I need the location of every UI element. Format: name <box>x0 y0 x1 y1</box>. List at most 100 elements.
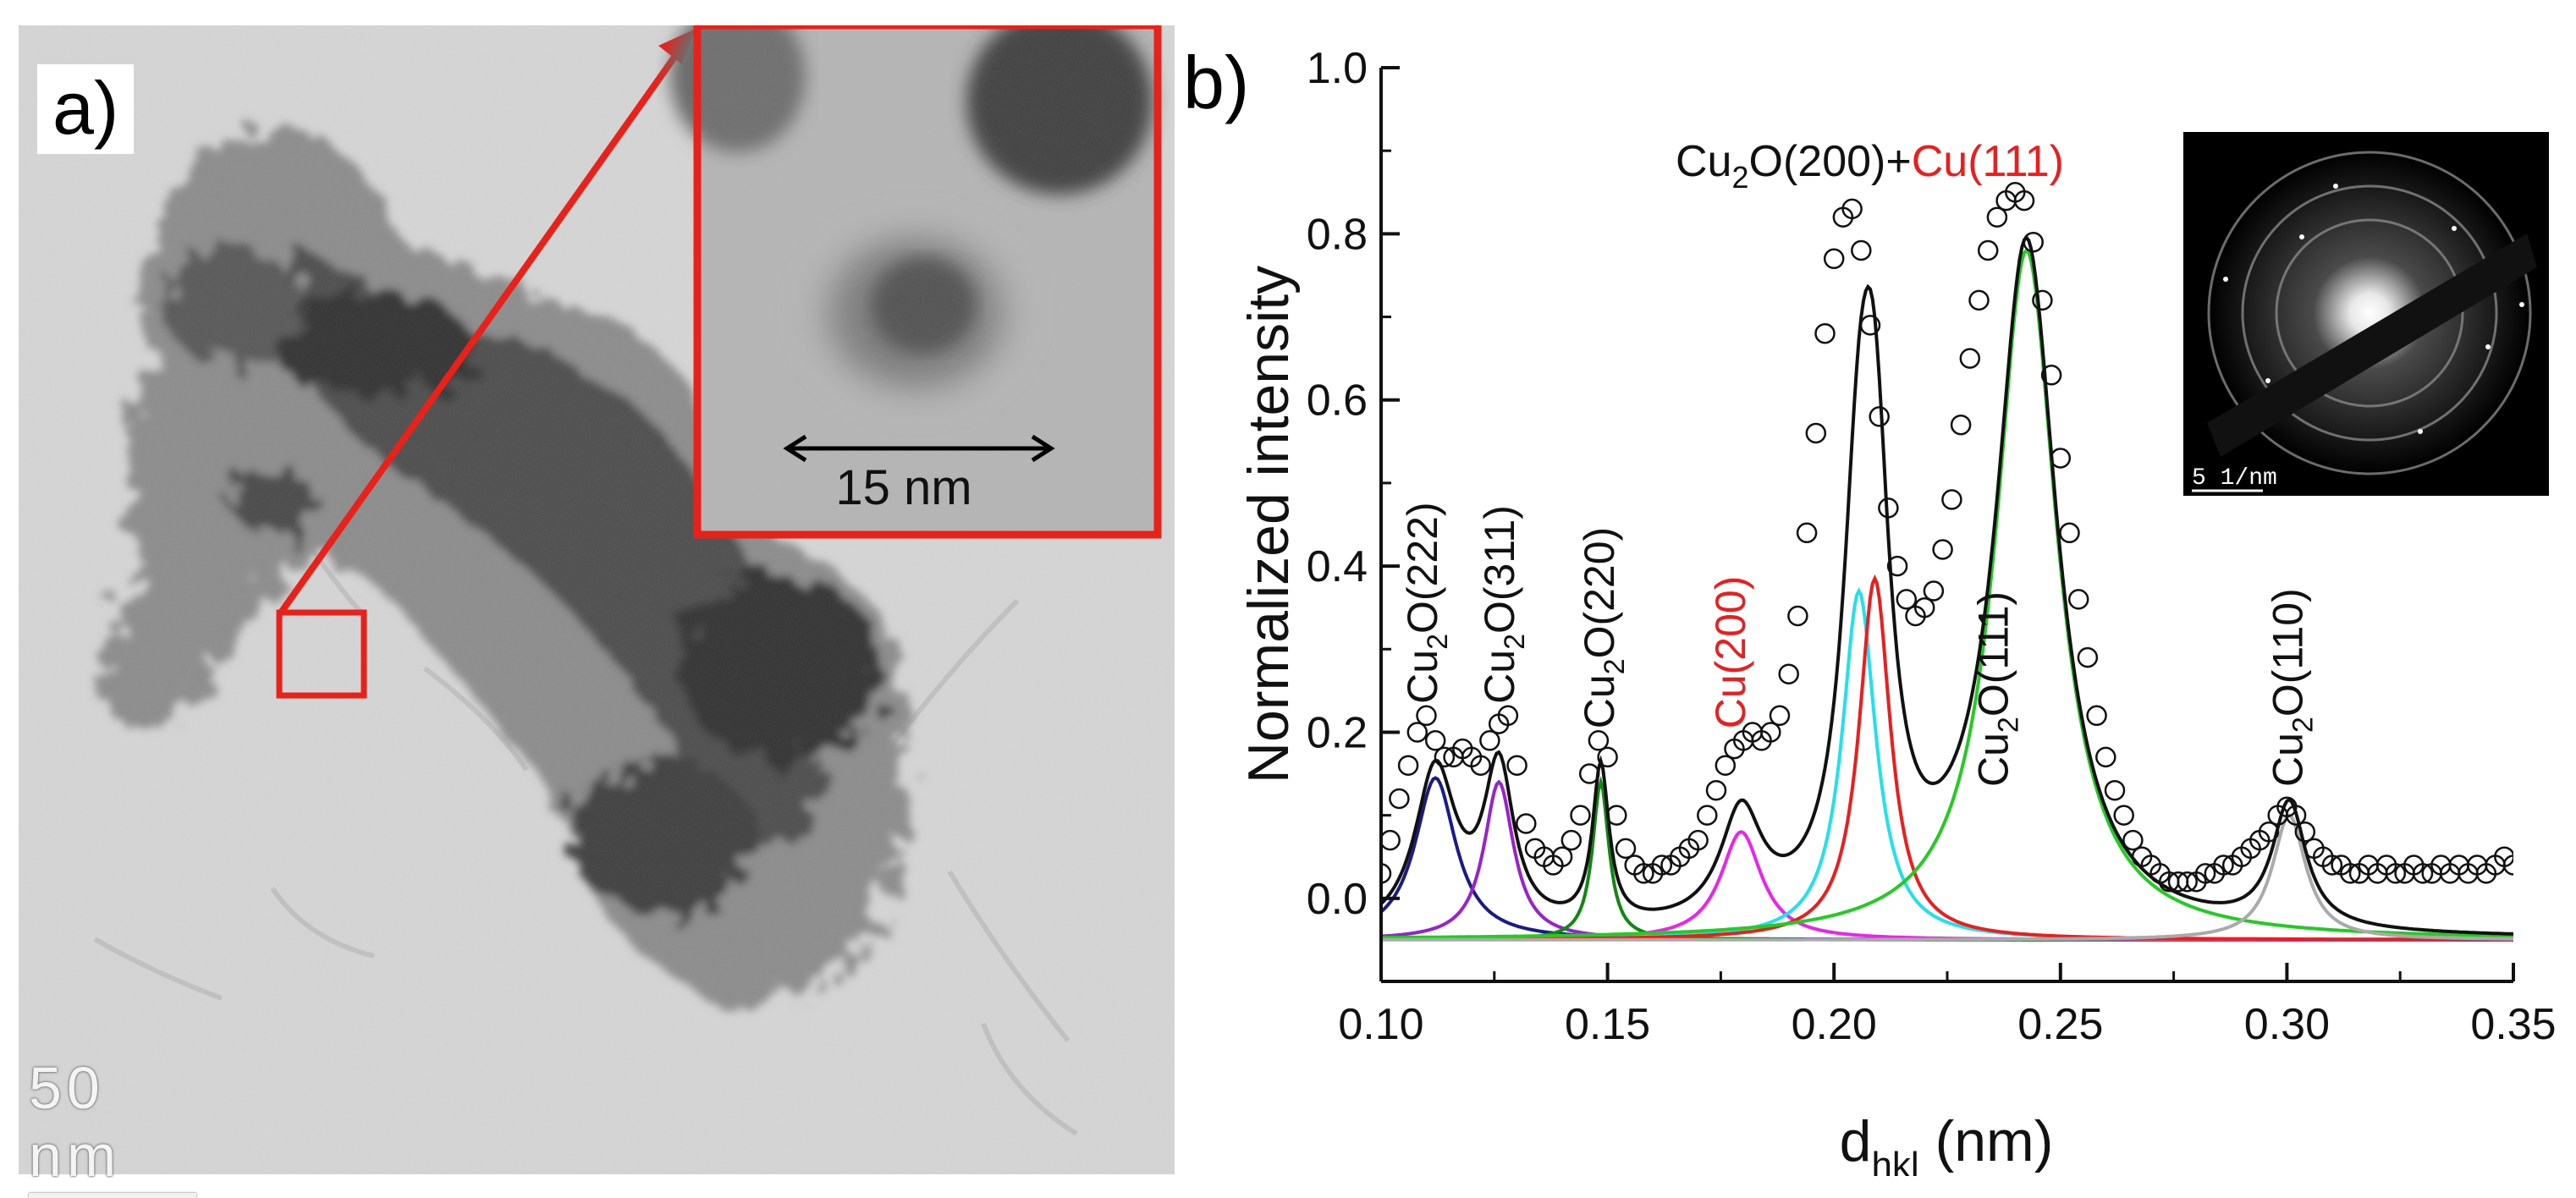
y-axis-title: Normalized intensity <box>1236 266 1301 783</box>
data-point <box>1416 705 1437 727</box>
saed-inset: 5 1/nm <box>2183 132 2549 496</box>
data-point <box>1516 813 1537 834</box>
data-point <box>1923 580 1945 602</box>
data-point <box>1570 805 1591 826</box>
data-point <box>2104 779 2126 801</box>
zoom-inset: 15 nm <box>670 25 1162 539</box>
data-point <box>2067 589 2089 610</box>
data-point <box>1606 805 1627 826</box>
data-point <box>1687 829 1709 851</box>
x-axis-title-unit: (nm) <box>1919 1109 2054 1173</box>
data-point <box>1950 414 1972 436</box>
data-point <box>1859 315 1881 336</box>
x-tick-label: 0.20 <box>1792 1000 1877 1049</box>
y-tick-label: 0.4 <box>1307 542 1368 591</box>
callout-arrow-line <box>278 41 687 615</box>
fit-sum-curve <box>1381 234 2513 936</box>
data-point <box>1869 406 1890 427</box>
data-point <box>2213 855 2234 876</box>
peak-label-cu2o-111: Cu2O(111) <box>1970 591 2025 787</box>
data-point <box>1760 722 1781 743</box>
peak-label-cu-200: Cu(200) <box>1707 576 1754 729</box>
data-point <box>1506 755 1527 776</box>
fit-sum <box>1381 234 2513 936</box>
data-point <box>1615 838 1637 860</box>
intensity-chart: 0.10 0.15 0.20 0.25 0.30 0.35 0.0 0.2 0.4 0.6 0.8 1… <box>1236 44 2557 1176</box>
y-tick-label: 1.0 <box>1307 44 1368 93</box>
top-label-cu: Cu <box>1676 137 1731 186</box>
x-axis-title-sub: hkl <box>1871 1145 1918 1176</box>
data-point <box>1896 589 1918 610</box>
data-point <box>2385 863 2407 884</box>
fit-components <box>1381 247 2513 942</box>
experimental-points <box>1381 182 2513 893</box>
y-tick-label: 0.8 <box>1307 210 1368 259</box>
data-point <box>1932 539 1953 560</box>
data-point <box>2059 522 2080 544</box>
component-curve-cu2o200 <box>1381 587 2513 942</box>
peak-label-cu2o-311: Cu2O(311) <box>1476 505 1531 704</box>
data-point <box>2502 855 2513 876</box>
component-curve-cu111 <box>1381 574 2513 942</box>
data-point <box>1814 322 1836 344</box>
tem-scale-label: 50 nm <box>29 1055 122 1189</box>
data-point <box>2340 863 2361 884</box>
data-point <box>1397 755 1419 776</box>
data-point <box>1968 289 1990 311</box>
data-point <box>1633 863 1654 884</box>
data-point <box>1381 863 1392 884</box>
data-point <box>2122 829 2144 851</box>
data-point <box>1823 248 1845 270</box>
panel-a-letter: a) <box>37 64 135 154</box>
x-tick-label: 0.35 <box>2470 1000 2556 1049</box>
data-point <box>2412 863 2434 884</box>
data-point <box>1769 705 1791 727</box>
beam-stop <box>2207 234 2537 457</box>
data-point <box>1651 855 1673 876</box>
top-peak-label: Cu2O(200)+Cu(111) <box>1676 137 2064 195</box>
data-point <box>1434 746 1456 768</box>
data-point <box>2077 646 2099 668</box>
tem-scale-line <box>29 1193 196 1198</box>
data-point <box>1479 730 1500 751</box>
x-tick-label: 0.30 <box>2244 1000 2330 1049</box>
data-point <box>2023 231 2044 253</box>
data-point <box>2086 705 2107 727</box>
data-point <box>1588 730 1610 751</box>
data-point <box>1778 663 1799 684</box>
data-point <box>1878 497 1899 519</box>
data-point <box>2321 855 2343 876</box>
data-point <box>1578 763 1600 784</box>
data-point <box>2013 190 2035 212</box>
peak-label-cu2o-110: Cu2O(110) <box>2264 588 2319 787</box>
inset-dimension-arrow <box>783 434 1055 463</box>
data-point <box>1805 422 1827 444</box>
data-point <box>1551 846 1573 867</box>
data-point <box>1787 605 1808 627</box>
top-label-sub: 2 <box>1731 160 1748 195</box>
x-tick-label: 0.10 <box>1338 1000 1423 1049</box>
data-point <box>1406 722 1428 743</box>
data-point <box>1977 239 1999 261</box>
peak-label-cu2o-222: Cu2O(222) <box>1399 502 1454 703</box>
data-point <box>1381 829 1401 851</box>
y-tick-label: 0.2 <box>1307 708 1368 757</box>
data-point <box>1851 239 1872 261</box>
panel-b-letter: b) <box>1183 41 1250 124</box>
y-tick-label: 0.6 <box>1307 376 1368 426</box>
data-point <box>2113 805 2134 826</box>
data-point <box>2032 289 2053 311</box>
data-point <box>1497 705 1519 727</box>
y-tick-label: 0.0 <box>1307 875 1368 924</box>
tem-scale-bar: 50 nm <box>29 1054 206 1198</box>
saed-scale-label: 5 1/nm <box>2192 465 2277 492</box>
data-point <box>1941 489 1962 510</box>
data-point <box>1841 198 1863 220</box>
peak-label-cu2o-220: Cu2O(220) <box>1576 527 1631 728</box>
data-point <box>1705 779 1727 801</box>
data-point <box>1697 805 1718 826</box>
peak-labels: Cu2O(222) Cu2O(311) Cu2O(220) Cu(200) Cu2O(1… <box>1399 502 2319 787</box>
component-curve-cu2o111 <box>1381 247 2513 940</box>
tem-image-panel: 15 nm <box>19 25 1175 1174</box>
data-point <box>1470 755 1491 776</box>
